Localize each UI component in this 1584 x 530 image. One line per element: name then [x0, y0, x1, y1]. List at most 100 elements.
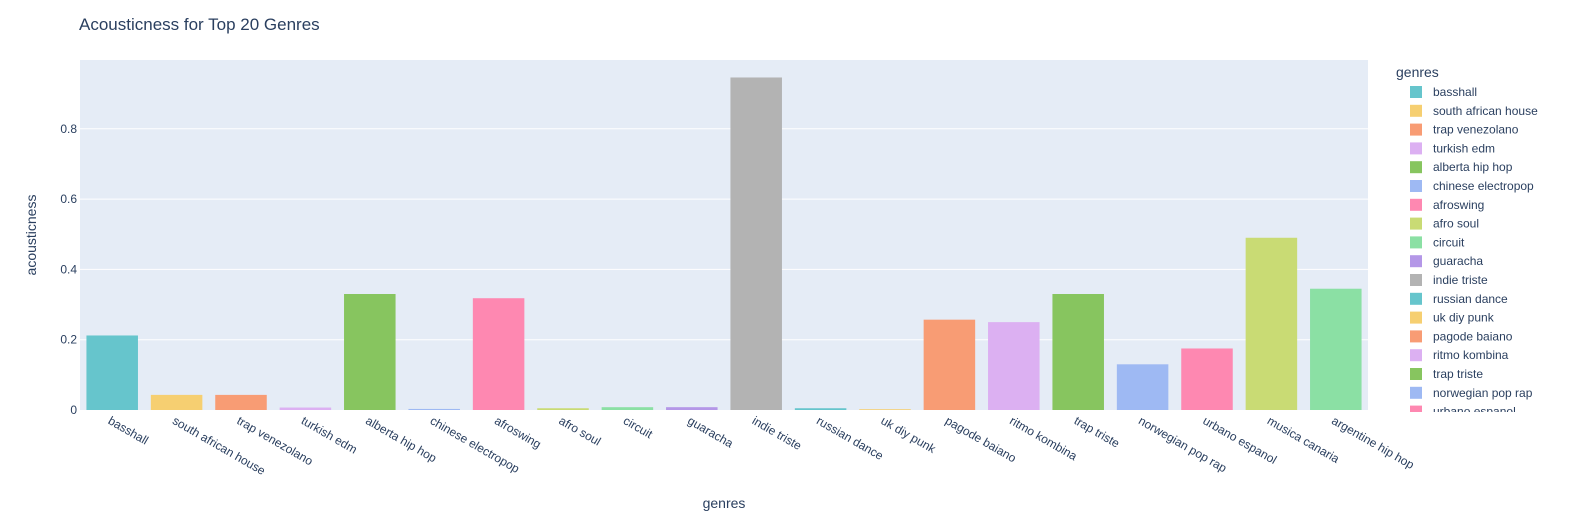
legend-label: russian dance	[1433, 292, 1508, 306]
legend-item[interactable]: urbano espanol	[1410, 405, 1516, 419]
chart-title: Acousticness for Top 20 Genres	[79, 15, 320, 34]
bar[interactable]	[988, 322, 1040, 410]
legend-label: trap venezolano	[1433, 123, 1519, 137]
bar[interactable]	[537, 408, 589, 410]
legend-items: basshall south african house trap venezola…	[1410, 85, 1538, 419]
legend-item[interactable]: afro soul	[1410, 217, 1479, 231]
x-tick-label: alberta hip hop	[363, 413, 439, 465]
x-tick-label: basshall	[106, 413, 151, 447]
bars	[86, 77, 1362, 410]
legend-label: uk diy punk	[1433, 311, 1495, 325]
bar[interactable]	[279, 407, 332, 410]
legend-swatch	[1410, 368, 1422, 380]
legend-item[interactable]: uk diy punk	[1410, 311, 1495, 325]
legend-item[interactable]: pagode baiano	[1410, 329, 1513, 343]
y-tick-label: 0.8	[60, 122, 77, 136]
legend-label: guaracha	[1433, 254, 1483, 268]
x-tick-label: afro soul	[557, 413, 604, 448]
legend-swatch	[1410, 180, 1422, 192]
x-tick-label: guaracha	[685, 413, 736, 450]
x-tick-label: afroswing	[492, 413, 543, 451]
y-tick-label: 0	[70, 403, 77, 417]
legend-label: afroswing	[1433, 198, 1484, 212]
bar[interactable]	[794, 408, 847, 410]
legend-item[interactable]: russian dance	[1410, 292, 1508, 306]
legend-label: norwegian pop rap	[1433, 386, 1533, 400]
legend-item[interactable]: trap triste	[1410, 367, 1483, 381]
legend-label: urbano espanol	[1433, 405, 1516, 419]
legend-label: circuit	[1433, 235, 1465, 249]
bar[interactable]	[1181, 348, 1233, 410]
legend-label: turkish edm	[1433, 141, 1495, 155]
bar[interactable]	[1116, 364, 1169, 410]
legend-label: pagode baiano	[1433, 329, 1513, 343]
legend-item[interactable]: circuit	[1410, 235, 1465, 249]
legend-label: south african house	[1433, 104, 1538, 118]
x-tick-label: argentine hip hop	[1329, 413, 1417, 472]
legend-swatch	[1410, 255, 1422, 268]
legend: genres basshall south african house trap v…	[1396, 64, 1538, 419]
legend-swatch	[1410, 349, 1422, 362]
bar[interactable]	[859, 409, 911, 410]
legend-swatch	[1410, 104, 1422, 117]
bar[interactable]	[215, 394, 267, 410]
bar[interactable]	[408, 408, 460, 410]
legend-item[interactable]: ritmo kombina	[1410, 348, 1509, 362]
legend-title: genres	[1396, 64, 1439, 80]
legend-swatch	[1410, 311, 1422, 324]
bar[interactable]	[150, 394, 203, 410]
legend-swatch	[1410, 217, 1422, 230]
bar[interactable]	[1245, 237, 1298, 410]
legend-label: basshall	[1433, 85, 1477, 99]
x-tick-label: ritmo kombina	[1007, 413, 1080, 463]
legend-swatch	[1410, 236, 1422, 249]
legend-item[interactable]: alberta hip hop	[1410, 160, 1513, 174]
legend-swatch	[1410, 330, 1422, 343]
gridlines	[80, 128, 1368, 341]
legend-item[interactable]: trap venezolano	[1410, 123, 1519, 137]
legend-swatch	[1410, 292, 1422, 305]
legend-item[interactable]: indie triste	[1410, 273, 1488, 287]
x-tick-label: turkish edm	[299, 413, 360, 456]
legend-item[interactable]: south african house	[1410, 104, 1538, 118]
bar[interactable]	[86, 335, 138, 410]
y-axis-title: acousticness	[23, 195, 39, 276]
x-tick-label: indie triste	[750, 413, 805, 453]
legend-swatch	[1410, 405, 1422, 412]
y-axis-ticks: 0 0.2 0.4 0.6 0.8	[60, 122, 77, 417]
legend-swatch	[1410, 198, 1422, 211]
legend-item[interactable]: norwegian pop rap	[1410, 386, 1533, 400]
legend-label: chinese electropop	[1433, 179, 1534, 193]
bar[interactable]	[730, 77, 782, 410]
x-tick-label: pagode baiano	[943, 413, 1019, 465]
legend-swatch	[1410, 86, 1422, 98]
bar[interactable]	[1310, 288, 1362, 410]
legend-swatch	[1410, 274, 1422, 286]
legend-item[interactable]: basshall	[1410, 85, 1477, 99]
bar[interactable]	[1052, 294, 1104, 410]
legend-label: trap triste	[1433, 367, 1483, 381]
y-tick-label: 0.4	[60, 262, 77, 276]
legend-item[interactable]: guaracha	[1410, 254, 1483, 268]
x-tick-label: russian dance	[814, 413, 886, 463]
legend-swatch	[1410, 123, 1422, 136]
legend-swatch	[1410, 161, 1422, 174]
bar[interactable]	[666, 407, 718, 410]
x-axis-title: genres	[703, 495, 746, 511]
legend-item[interactable]: turkish edm	[1410, 141, 1495, 155]
x-tick-label: trap triste	[1072, 413, 1123, 450]
bar[interactable]	[472, 298, 525, 410]
legend-item[interactable]: chinese electropop	[1410, 179, 1534, 193]
bar[interactable]	[344, 294, 396, 410]
legend-label: indie triste	[1433, 273, 1488, 287]
legend-label: ritmo kombina	[1433, 348, 1509, 362]
bar[interactable]	[923, 319, 976, 410]
y-tick-label: 0.6	[60, 192, 77, 206]
legend-swatch	[1410, 142, 1422, 155]
bar[interactable]	[601, 407, 654, 410]
x-tick-label: circuit	[621, 413, 656, 441]
legend-item[interactable]: afroswing	[1410, 198, 1484, 212]
